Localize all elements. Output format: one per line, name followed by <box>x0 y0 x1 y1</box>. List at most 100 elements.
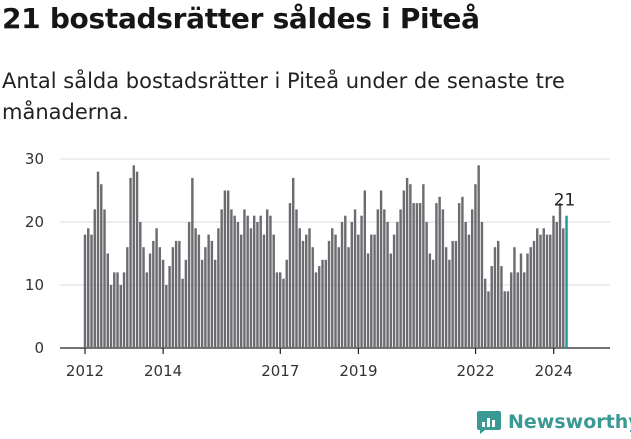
bar <box>285 259 288 348</box>
bar <box>392 234 396 348</box>
bar <box>213 259 217 348</box>
bar <box>389 253 393 348</box>
bar <box>370 234 373 348</box>
bar <box>197 234 201 348</box>
bar <box>207 234 210 348</box>
bar <box>83 234 87 348</box>
bar <box>516 272 519 348</box>
bar <box>292 177 295 348</box>
bar <box>529 247 532 348</box>
bar <box>519 253 523 348</box>
bar <box>272 234 275 348</box>
bar <box>288 203 292 348</box>
bars: 21 <box>83 165 575 348</box>
bar <box>171 247 175 348</box>
bar <box>409 184 412 348</box>
bar <box>363 190 367 348</box>
bar <box>243 209 246 348</box>
bar <box>93 209 96 348</box>
bar <box>295 209 298 348</box>
y-tick-label: 10 <box>25 276 44 294</box>
bar <box>119 285 122 348</box>
bar <box>405 177 409 348</box>
bar <box>513 247 516 348</box>
bar <box>347 247 350 348</box>
bar <box>441 209 445 348</box>
gridlines: 0 10 20 30 <box>25 150 610 357</box>
bar <box>506 291 510 348</box>
bar <box>282 278 285 348</box>
bar <box>275 272 279 348</box>
bar <box>204 247 207 348</box>
bar <box>451 240 454 348</box>
bar <box>539 234 542 348</box>
bar <box>500 266 503 348</box>
bar <box>487 291 490 348</box>
bar <box>402 190 406 348</box>
bar <box>210 240 214 348</box>
bar-latest <box>565 215 568 348</box>
bar <box>259 215 262 348</box>
bar <box>191 177 194 348</box>
bar <box>428 253 432 348</box>
bar <box>483 278 487 348</box>
bar <box>490 266 493 348</box>
bar <box>523 272 526 348</box>
bar <box>298 228 301 348</box>
y-tick-label: 0 <box>34 339 44 357</box>
bar <box>178 240 181 348</box>
bar <box>116 272 119 348</box>
bar <box>438 196 441 348</box>
bar <box>223 190 227 348</box>
bar <box>252 215 256 348</box>
bar <box>318 266 321 348</box>
bar <box>145 272 149 348</box>
bar <box>321 259 324 348</box>
bar <box>366 253 370 348</box>
bar <box>236 222 240 348</box>
bar <box>90 234 93 348</box>
bar <box>549 234 552 348</box>
bar <box>464 222 467 348</box>
brand-name: Newsworthy <box>508 411 631 433</box>
bar <box>474 184 477 348</box>
bar <box>194 228 197 348</box>
bar <box>418 203 422 348</box>
bar <box>435 203 438 348</box>
bar <box>470 209 474 348</box>
bar <box>311 247 314 348</box>
bar <box>454 240 458 348</box>
bar <box>399 209 402 348</box>
bar <box>415 203 419 348</box>
bar <box>344 215 347 348</box>
newsworthy-logo-icon <box>477 411 501 434</box>
bar <box>155 228 158 348</box>
bar <box>269 215 272 348</box>
bar <box>249 228 253 348</box>
bar <box>526 253 529 348</box>
bar <box>181 278 184 348</box>
bar <box>220 209 223 348</box>
bar <box>109 285 113 348</box>
bar <box>477 165 480 348</box>
bar <box>148 253 152 348</box>
bar <box>113 272 116 348</box>
bar <box>536 228 539 348</box>
bar <box>122 272 126 348</box>
bar <box>545 234 549 348</box>
bar <box>142 247 145 348</box>
bar <box>165 285 168 348</box>
bar <box>324 259 327 348</box>
bar <box>135 171 139 348</box>
bar <box>334 234 337 348</box>
bar <box>360 215 363 348</box>
bar <box>376 209 380 348</box>
bar <box>379 190 383 348</box>
bar <box>106 253 109 348</box>
x-tick-label: 2019 <box>339 362 377 380</box>
bar <box>158 247 162 348</box>
bar <box>265 209 269 348</box>
bar <box>350 222 353 348</box>
bar <box>444 247 448 348</box>
